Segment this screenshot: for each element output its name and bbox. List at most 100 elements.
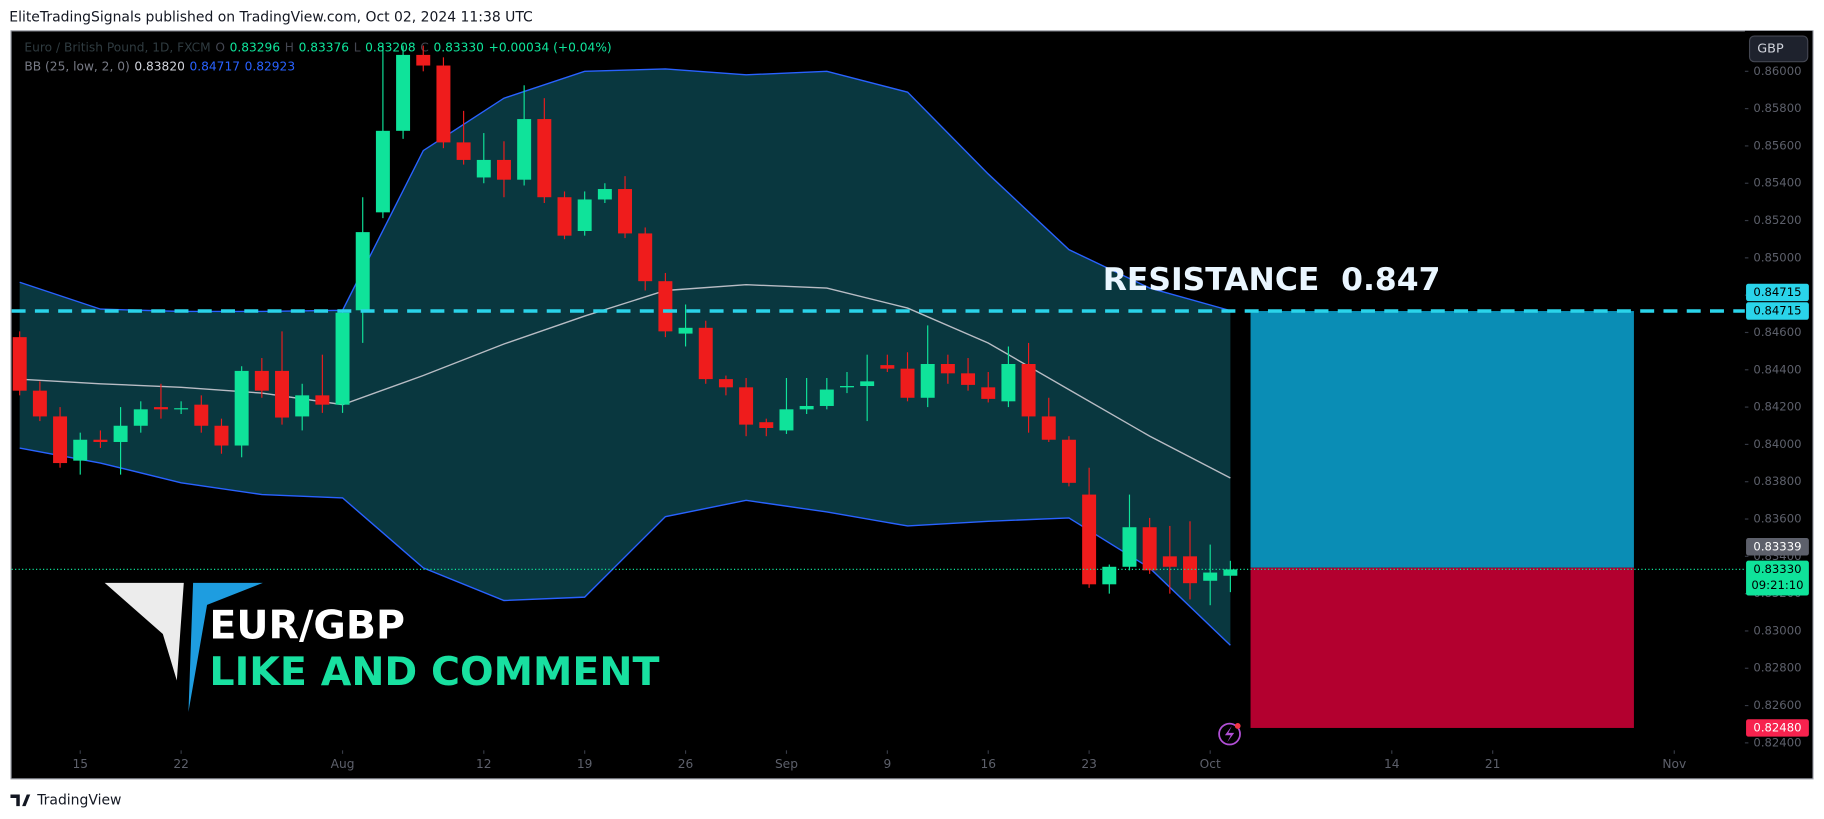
y-tick-label: 0.82800 xyxy=(1753,661,1801,675)
x-tick-label: Nov xyxy=(1662,757,1686,771)
candle-body xyxy=(1021,364,1036,417)
y-tick-label: 0.86000 xyxy=(1753,64,1801,78)
candle-body xyxy=(577,199,592,231)
candle-body xyxy=(597,189,612,200)
candle-body xyxy=(517,119,532,180)
legend-item: O xyxy=(215,40,225,54)
stop-tag xyxy=(1746,719,1809,737)
y-tick-label: 0.84600 xyxy=(1753,325,1801,339)
x-tick-label: 26 xyxy=(678,757,694,771)
legend-line: BB (25, low, 2, 0) 0.83820 0.84717 0.82923 xyxy=(24,59,295,73)
candle-body xyxy=(698,327,713,380)
legend-item: 0.83296 xyxy=(230,40,280,54)
target-tag-text: 0.84715 xyxy=(1753,285,1801,299)
candle-body xyxy=(194,404,209,426)
y-tick-label: 0.82600 xyxy=(1753,698,1801,712)
logo-white xyxy=(104,582,184,681)
legend-item: C xyxy=(420,40,429,54)
candle-body xyxy=(900,368,915,398)
candle-body xyxy=(1223,569,1238,576)
y-tick-label: 0.85200 xyxy=(1753,213,1801,227)
candle-body xyxy=(416,54,431,66)
legend-item: L xyxy=(354,40,361,54)
plot-area: Euro / British Pound, 1D, FXCM O 0.83296 H 0… xyxy=(11,30,1813,778)
candle-body xyxy=(658,281,673,332)
last-price-tag-countdown: 09:21:10 xyxy=(1751,578,1803,592)
x-tick-label: 21 xyxy=(1485,757,1501,771)
legend-indicator: BB (25, low, 2, 0) xyxy=(24,59,129,73)
overlay-title: EUR/GBP xyxy=(209,603,405,649)
x-tick-label: 9 xyxy=(883,757,891,771)
legend-item: 0.83208 xyxy=(365,40,415,54)
band-lower xyxy=(19,447,1231,646)
candle-body xyxy=(234,370,249,446)
y-tick-label: 0.82400 xyxy=(1753,735,1801,749)
candle-body xyxy=(93,439,108,442)
tv-logo xyxy=(10,794,31,807)
y-tick-label: 0.84000 xyxy=(1753,437,1801,451)
y-tick-label: 0.85400 xyxy=(1753,176,1801,190)
x-tick-label: Sep xyxy=(775,757,798,771)
y-tick-label: 0.83000 xyxy=(1753,623,1801,637)
entry-tag-text: 0.83339 xyxy=(1753,539,1801,553)
candle-body xyxy=(133,409,148,426)
y-tick-label: 0.85800 xyxy=(1753,101,1801,115)
candle-body xyxy=(819,389,834,406)
candle-body xyxy=(1203,572,1218,581)
y-tick-label: 0.85000 xyxy=(1753,250,1801,264)
candle-body xyxy=(618,189,633,234)
currency-label: GBP xyxy=(1757,41,1784,56)
candle-body xyxy=(1082,494,1097,585)
candle-body xyxy=(718,379,733,388)
legend-indicator-value: 0.83820 xyxy=(134,59,184,73)
candle-body xyxy=(396,54,411,131)
candle-body xyxy=(961,373,976,385)
y-tick-label: 0.84400 xyxy=(1753,362,1801,376)
last-price-tag xyxy=(1746,560,1809,596)
publish-header: EliteTradingSignals published on Trading… xyxy=(9,9,532,25)
candle-body xyxy=(739,387,754,425)
legend-indicator-value: 0.82923 xyxy=(245,59,295,73)
x-tick-label: 14 xyxy=(1384,757,1400,771)
band-fill xyxy=(19,68,1231,646)
x-tick-label: Oct xyxy=(1200,757,1221,771)
x-tick-label: 15 xyxy=(72,757,88,771)
y-tick-label: 0.83800 xyxy=(1753,474,1801,488)
candle-body xyxy=(335,312,350,405)
candle-body xyxy=(1122,527,1137,567)
position-profit xyxy=(1250,311,1634,568)
candle-body xyxy=(73,439,88,461)
candle-body xyxy=(375,130,390,213)
resistance-tag-text: 0.84715 xyxy=(1753,304,1801,318)
x-tick-label: Aug xyxy=(331,757,355,771)
candle-body xyxy=(880,365,895,369)
legend-item: 0.83376 xyxy=(299,40,349,54)
legend-item: +0.00034 (+0.04%) xyxy=(489,40,612,54)
candle-body xyxy=(1162,556,1177,567)
candle-body xyxy=(678,327,693,334)
candle-body xyxy=(940,364,955,374)
candle-body xyxy=(456,142,471,160)
candle-body xyxy=(759,422,774,428)
stop-tag-text: 0.82480 xyxy=(1753,720,1801,734)
legend-item: 0.83330 xyxy=(433,40,483,54)
overlay-subtitle: LIKE AND COMMENT xyxy=(209,649,659,695)
candle-body xyxy=(920,364,935,398)
candle-body xyxy=(860,381,875,387)
legend-line: Euro / British Pound, 1D, FXCM O 0.83296 H 0… xyxy=(24,40,611,54)
candle-body xyxy=(174,408,189,410)
candle-body xyxy=(799,405,814,410)
last-price-tag-text: 0.83330 xyxy=(1753,562,1801,576)
candle-body xyxy=(275,370,289,418)
candle-body xyxy=(436,65,451,143)
legend-symbol: Euro / British Pound, 1D, FXCM xyxy=(24,40,210,54)
candle-body xyxy=(557,197,572,236)
x-tick-label: 12 xyxy=(476,757,492,771)
legend-item: H xyxy=(285,40,294,54)
lightning-icon[interactable] xyxy=(1218,722,1241,746)
candle-body xyxy=(113,425,128,442)
currency-button[interactable] xyxy=(1748,35,1809,63)
footer-text: TradingView xyxy=(36,792,121,808)
x-tick-label: 19 xyxy=(577,757,593,771)
